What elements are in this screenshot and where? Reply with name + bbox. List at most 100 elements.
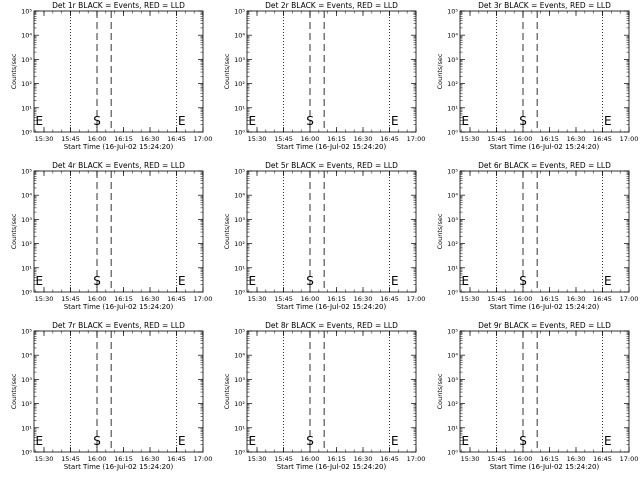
y-tick-label: 10⁴ [447,32,458,40]
x-axis-label: Start Time (16-Jul-02 15:24:20) [277,463,387,471]
detector-panel-1: Det 1r BLACK = Events, RED = LLD 10⁰ 10¹ 10… [10,1,212,151]
y-tick-label: 10⁰ [234,449,245,457]
x-tick-label: 15:45 [61,295,80,303]
y-tick-label: 10³ [21,216,32,224]
y-tick-label: 10⁴ [234,32,245,40]
x-tick-label: 15:30 [248,295,267,303]
panel-title: Det 9r BLACK = Events, RED = LLD [478,321,611,330]
x-tick-label: 16:30 [354,455,373,463]
y-axis-label: Counts/sec [223,213,231,249]
marker-s: S [93,114,101,128]
x-tick-label: 15:45 [487,455,506,463]
y-tick-label: 10¹ [234,424,245,432]
y-tick-label: 10³ [234,376,245,384]
x-tick-label: 16:45 [380,135,399,143]
y-axis-label: Counts/sec [223,373,231,409]
plot-frame [459,330,630,453]
marker-s: S [306,114,314,128]
x-tick-label: 17:00 [194,455,213,463]
x-tick-label: 16:30 [141,295,160,303]
x-tick-label: 16:15 [540,455,559,463]
y-tick-label: 10² [21,240,32,248]
y-axis-label: Counts/sec [223,53,231,89]
x-tick-label: 16:15 [327,295,346,303]
x-tick-label: 16:30 [567,295,586,303]
x-tick-label: 15:30 [35,295,54,303]
x-tick-label: 15:30 [461,135,480,143]
y-tick-label: 10⁰ [234,129,245,137]
y-axis-label: Counts/sec [436,53,444,89]
x-tick-label: 17:00 [407,135,426,143]
x-tick-label: 16:30 [354,295,373,303]
y-tick-label: 10² [447,400,458,408]
y-tick-label: 10⁴ [234,192,245,200]
x-tick-label: 15:45 [274,135,293,143]
x-tick-label: 16:15 [327,455,346,463]
x-tick-label: 17:00 [620,135,639,143]
y-tick-label: 10⁴ [21,192,32,200]
panel-title: Det 7r BLACK = Events, RED = LLD [52,321,185,330]
marker-s: S [93,434,101,448]
x-tick-label: 16:45 [167,455,186,463]
y-tick-label: 10⁴ [21,32,32,40]
y-tick-label: 10¹ [234,264,245,272]
detector-panel-4: Det 4r BLACK = Events, RED = LLD 10⁰ 10¹ 10… [10,161,212,311]
x-tick-label: 16:45 [380,295,399,303]
y-tick-label: 10⁵ [447,328,458,336]
x-tick-label: 16:00 [514,455,533,463]
y-tick-label: 10⁰ [447,449,458,457]
y-tick-label: 10⁰ [21,289,32,297]
y-tick-label: 10¹ [21,424,32,432]
marker-e: E [249,274,257,288]
y-tick-label: 10⁵ [21,328,32,336]
detector-panel-2: Det 2r BLACK = Events, RED = LLD 10⁰ 10¹ 10… [223,1,426,151]
x-axis-label: Start Time (16-Jul-02 15:24:20) [277,143,387,151]
y-tick-label: 10² [21,400,32,408]
y-tick-label: 10⁴ [447,352,458,360]
x-tick-label: 16:30 [567,135,586,143]
x-tick-label: 16:00 [514,135,533,143]
x-tick-label: 16:45 [593,135,612,143]
x-tick-label: 15:30 [461,295,480,303]
y-tick-label: 10⁵ [234,168,245,176]
marker-e: E [604,274,612,288]
x-tick-label: 16:00 [514,295,533,303]
panel-title: Det 5r BLACK = Events, RED = LLD [265,161,398,170]
x-tick-label: 16:15 [114,455,133,463]
x-tick-label: 16:00 [301,135,320,143]
y-tick-label: 10² [234,80,245,88]
panel-title: Det 8r BLACK = Events, RED = LLD [265,321,398,330]
x-tick-label: 16:00 [88,455,107,463]
x-tick-label: 16:00 [88,135,107,143]
y-axis-label: Counts/sec [10,373,18,409]
y-tick-label: 10⁰ [21,449,32,457]
y-tick-label: 10² [447,240,458,248]
plot-frame [33,10,204,133]
x-tick-label: 15:45 [487,135,506,143]
y-tick-label: 10² [447,80,458,88]
panel-title: Det 2r BLACK = Events, RED = LLD [265,1,398,10]
marker-s: S [306,274,314,288]
y-tick-label: 10³ [234,216,245,224]
marker-e: E [462,114,470,128]
panel-title: Det 4r BLACK = Events, RED = LLD [52,161,185,170]
x-tick-label: 16:00 [301,295,320,303]
x-tick-label: 16:45 [167,295,186,303]
marker-e: E [391,114,399,128]
x-tick-label: 17:00 [620,295,639,303]
y-tick-label: 10³ [447,376,458,384]
detector-panel-8: Det 8r BLACK = Events, RED = LLD 10⁰ 10¹ 10… [223,321,425,471]
plot-frame [33,170,204,293]
marker-e: E [36,274,44,288]
x-tick-label: 16:15 [114,135,133,143]
detector-panel-9: Det 9r BLACK = Events, RED = LLD 10⁰ 10¹ 10… [436,321,638,471]
marker-e: E [391,274,399,288]
x-tick-label: 16:00 [301,455,320,463]
y-tick-label: 10¹ [234,104,245,112]
x-tick-label: 16:15 [540,135,559,143]
x-tick-label: 17:00 [407,295,426,303]
y-tick-label: 10² [234,240,245,248]
x-tick-label: 16:45 [593,295,612,303]
x-tick-label: 15:45 [487,295,506,303]
x-axis-label: Start Time (16-Jul-02 15:24:20) [64,463,174,471]
